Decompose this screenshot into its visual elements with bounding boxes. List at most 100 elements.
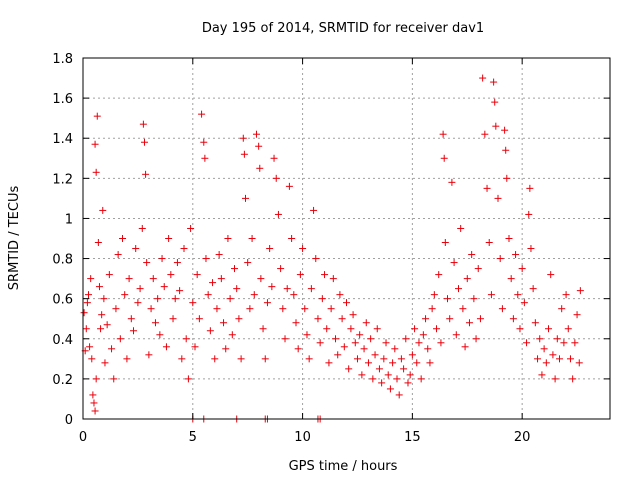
data-point <box>571 339 579 347</box>
data-point <box>206 327 214 335</box>
y-tick-label: 1.8 <box>52 52 73 67</box>
data-point <box>551 375 559 383</box>
tick-marks <box>82 57 610 420</box>
data-point <box>90 399 98 407</box>
data-point <box>93 112 101 120</box>
y-tick-label: 1.4 <box>52 132 73 147</box>
data-point <box>173 259 181 267</box>
data-point <box>470 295 478 303</box>
data-point <box>255 142 263 150</box>
data-point <box>349 311 357 319</box>
data-point <box>457 224 465 232</box>
data-point <box>162 343 170 351</box>
data-point <box>490 78 498 86</box>
data-point <box>316 339 324 347</box>
data-point <box>523 339 531 347</box>
data-point <box>426 359 434 367</box>
data-point <box>259 325 267 333</box>
data-point <box>459 305 467 313</box>
data-point <box>105 271 113 279</box>
data-point <box>323 325 331 333</box>
data-point <box>266 245 274 253</box>
data-point <box>378 379 386 387</box>
data-point <box>290 291 298 299</box>
data-point <box>332 335 340 343</box>
data-point <box>440 154 448 162</box>
data-point <box>244 259 252 267</box>
data-point <box>136 285 144 293</box>
data-point <box>101 359 109 367</box>
data-point <box>364 359 372 367</box>
data-point <box>501 126 509 134</box>
data-point <box>329 275 337 283</box>
y-tick-label: 0.6 <box>52 293 73 308</box>
data-point <box>573 311 581 319</box>
data-point <box>433 325 441 333</box>
x-tick-label: 15 <box>404 430 421 445</box>
data-point <box>130 327 138 335</box>
data-point <box>80 309 88 317</box>
data-point <box>382 339 390 347</box>
data-point <box>340 343 348 351</box>
data-point <box>479 74 487 82</box>
data-point <box>95 283 103 291</box>
data-point <box>83 299 91 307</box>
data-point <box>575 359 583 367</box>
data-point <box>547 271 555 279</box>
data-point <box>301 305 309 313</box>
data-point <box>123 355 131 363</box>
data-point <box>397 355 405 363</box>
data-point <box>371 351 379 359</box>
data-point <box>237 355 245 363</box>
data-point <box>516 325 524 333</box>
data-point <box>143 259 151 267</box>
data-point <box>228 331 236 339</box>
data-point <box>569 375 577 383</box>
data-point <box>235 315 243 323</box>
x-axis-label: GPS time / hours <box>289 459 398 474</box>
data-point <box>400 365 408 373</box>
data-point <box>151 319 159 327</box>
data-point <box>281 335 289 343</box>
data-point <box>145 351 153 359</box>
data-point <box>555 355 563 363</box>
data-point <box>233 285 241 293</box>
data-point <box>347 325 355 333</box>
data-point <box>156 331 164 339</box>
data-point <box>240 150 248 158</box>
data-point <box>356 331 364 339</box>
data-point <box>167 271 175 279</box>
data-point <box>435 271 443 279</box>
data-point <box>529 285 537 293</box>
data-point <box>564 325 572 333</box>
data-point <box>270 154 278 162</box>
data-point <box>239 134 247 142</box>
data-point <box>534 355 542 363</box>
data-point <box>222 345 230 353</box>
data-point <box>310 206 318 214</box>
data-point <box>531 319 539 327</box>
data-point <box>336 291 344 299</box>
data-point <box>369 375 377 383</box>
data-point <box>380 355 388 363</box>
data-point <box>509 315 517 323</box>
data-point <box>248 235 256 242</box>
data-point <box>527 245 535 253</box>
data-point <box>560 339 568 347</box>
data-point <box>321 271 329 279</box>
data-point <box>360 345 368 353</box>
data-point <box>481 130 489 138</box>
data-point <box>140 138 148 146</box>
data-point <box>312 255 320 263</box>
data-point <box>220 319 228 327</box>
data-point <box>404 379 412 387</box>
data-point <box>446 315 454 323</box>
data-point <box>441 239 449 247</box>
data-point <box>294 345 302 353</box>
data-point <box>224 235 232 242</box>
data-point <box>540 345 548 353</box>
x-tick-label: 5 <box>189 430 197 445</box>
data-point <box>292 319 300 327</box>
y-tick-label: 0 <box>65 413 73 428</box>
